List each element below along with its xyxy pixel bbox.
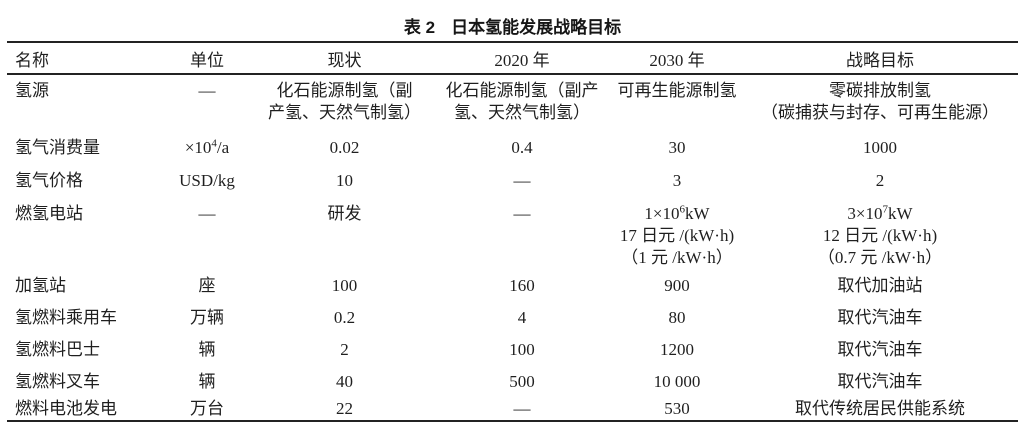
cell-unit: 辆 <box>198 340 216 359</box>
cell-2020: 160 <box>509 276 535 295</box>
cell-name: 氢燃料巴士 <box>15 340 100 359</box>
cell-2030: 1200 <box>660 340 694 359</box>
table-row-bus: 氢燃料巴士 辆 2 100 1200 取代汽油车 <box>7 334 1018 366</box>
cell-unit: 座 <box>198 276 216 295</box>
cell-2030: 530 <box>664 399 690 418</box>
column-header-goal: 战略目标 <box>742 42 1018 75</box>
cell-2030: 80 <box>668 308 686 327</box>
cell-name: 氢气价格 <box>15 171 83 190</box>
cell-goal: 取代汽油车 <box>837 372 923 391</box>
table-caption-text: 日本氢能发展战略目标 <box>451 18 622 37</box>
cell-name: 氢燃料叉车 <box>15 372 100 391</box>
column-header-current: 现状 <box>257 42 432 75</box>
cell-2030: 10 000 <box>653 372 701 391</box>
table-row-passenger-car: 氢燃料乘用车 万辆 0.2 4 80 取代汽油车 <box>7 302 1018 334</box>
cell-2030: 可再生能源制氢 <box>617 81 737 100</box>
table-body: 氢源 — 化石能源制氢（副 产氢、天然气制氢） 化石能源制氢（副产 氢、天然气制氢）… <box>7 74 1018 421</box>
cell-unit: — <box>198 81 216 100</box>
table-row-forklift: 氢燃料叉车 辆 40 500 10 000 取代汽油车 <box>7 366 1018 393</box>
cell-unit: 万台 <box>190 399 224 418</box>
cell-unit: 万辆 <box>190 308 224 327</box>
table-row-fuel-cell-power: 燃料电池发电 万台 22 — 530 取代传统居民供能系统 <box>7 393 1018 421</box>
table-row-hydrogen-consumption: 氢气消费量 ×104/a 0.02 0.4 30 1000 <box>7 132 1018 165</box>
cell-2030: 900 <box>664 276 690 295</box>
column-header-2030: 2030 年 <box>612 42 742 75</box>
cell-2020: 500 <box>509 372 535 391</box>
table-caption-label: 表 2 <box>403 18 436 37</box>
cell-current: 2 <box>340 340 349 359</box>
cell-name: 加氢站 <box>15 276 66 295</box>
column-header-unit: 单位 <box>157 42 257 75</box>
cell-name: 氢燃料乘用车 <box>15 308 117 327</box>
cell-unit: ×104/a <box>184 137 230 157</box>
table-header: 名称 单位 现状 2020 年 2030 年 战略目标 <box>7 42 1018 75</box>
cell-2030: 30 <box>668 138 686 157</box>
cell-current: 22 <box>336 399 353 418</box>
cell-2020: — <box>513 204 531 223</box>
cell-goal: 取代传统居民供能系统 <box>795 399 965 418</box>
cell-name: 氢源 <box>15 81 49 100</box>
cell-name: 燃料电池发电 <box>15 399 117 418</box>
cell-goal: 取代加油站 <box>837 276 923 295</box>
strategy-table: 名称 单位 现状 2020 年 2030 年 战略目标 氢源 — 化石能源制氢（… <box>7 41 1018 422</box>
cell-current: 10 <box>336 171 353 190</box>
cell-2020: — <box>513 399 531 418</box>
cell-2020: 0.4 <box>511 138 533 157</box>
cell-goal: 3×107kW 12 日元 /(kW·h) （0.7 元 /kW·h） <box>817 203 943 267</box>
cell-goal: 取代汽油车 <box>837 308 923 327</box>
cell-2020: 化石能源制氢（副产 氢、天然气制氢） <box>445 81 599 122</box>
cell-name: 燃氢电站 <box>15 204 83 223</box>
table-caption: 表 2 日本氢能发展战略目标 <box>0 0 1025 41</box>
cell-name: 氢气消费量 <box>15 138 100 157</box>
cell-2020: 4 <box>517 308 527 327</box>
cell-unit: 辆 <box>198 372 216 391</box>
cell-goal: 1000 <box>863 138 897 157</box>
cell-2020: — <box>513 171 531 190</box>
cell-2030: 3 <box>672 171 682 190</box>
cell-current: 100 <box>331 276 358 295</box>
cell-unit: USD/kg <box>179 171 235 190</box>
table-row-hydrogen-power-station: 燃氢电站 — 研发 — 1×106kW 17 日元 /(kW·h) （1 元 /… <box>7 198 1018 270</box>
cell-goal: 取代汽油车 <box>837 340 923 359</box>
column-header-name: 名称 <box>7 42 157 75</box>
table-row-refueling-station: 加氢站 座 100 160 900 取代加油站 <box>7 270 1018 302</box>
cell-current: 40 <box>336 372 353 391</box>
cell-current: 0.2 <box>333 308 356 327</box>
header-row: 名称 单位 现状 2020 年 2030 年 战略目标 <box>7 42 1018 75</box>
cell-2020: 100 <box>509 340 535 359</box>
cell-current: 研发 <box>327 204 362 223</box>
table-row-hydrogen-price: 氢气价格 USD/kg 10 — 3 2 <box>7 165 1018 198</box>
column-header-2020: 2020 年 <box>432 42 612 75</box>
cell-unit: — <box>198 204 216 223</box>
cell-current: 化石能源制氢（副 产氢、天然气制氢） <box>268 81 421 122</box>
cell-goal: 零碳排放制氢 （碳捕获与封存、可再生能源） <box>761 81 999 122</box>
cell-2030: 1×106kW 17 日元 /(kW·h) （1 元 /kW·h） <box>619 203 735 267</box>
table-row-hydrogen-source: 氢源 — 化石能源制氢（副 产氢、天然气制氢） 化石能源制氢（副产 氢、天然气制氢）… <box>7 74 1018 132</box>
cell-goal: 2 <box>875 171 885 190</box>
cell-current: 0.02 <box>329 138 360 157</box>
